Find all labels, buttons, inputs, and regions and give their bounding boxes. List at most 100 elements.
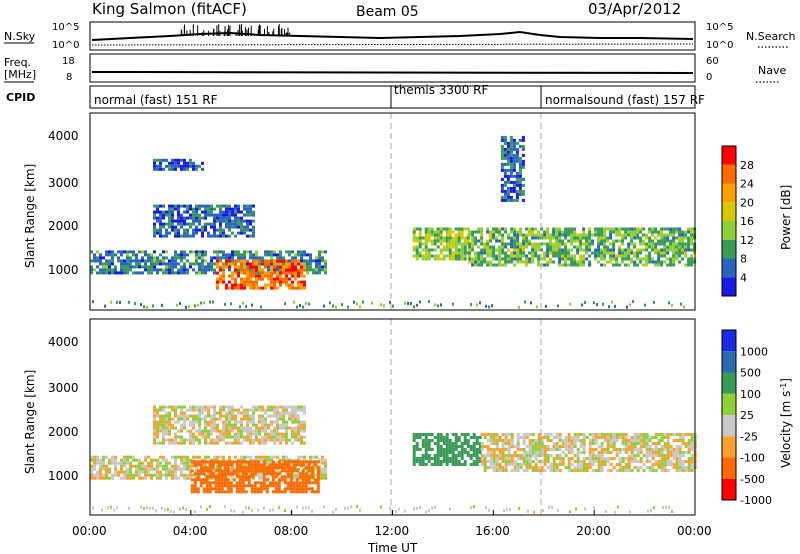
data-cell [120, 458, 123, 462]
data-cell [681, 233, 685, 237]
data-cell [165, 222, 168, 226]
data-cell [259, 484, 263, 488]
data-cell [291, 283, 294, 287]
data-cell [90, 265, 93, 269]
data-cell [519, 227, 523, 231]
data-cell [321, 259, 324, 263]
data-cell [262, 484, 266, 488]
power-colorbar-tick: 20 [740, 196, 754, 209]
data-cell [244, 472, 248, 476]
data-cell [209, 505, 211, 509]
data-cell [512, 141, 516, 145]
data-cell [213, 458, 216, 462]
data-cell [300, 438, 303, 442]
data-cell [660, 457, 664, 460]
data-cell [606, 260, 610, 264]
data-cell [518, 177, 522, 181]
data-cell [316, 484, 320, 488]
data-cell [507, 242, 511, 246]
data-cell [156, 164, 159, 168]
data-cell [602, 302, 604, 306]
data-cell [141, 461, 144, 465]
data-cell [582, 236, 586, 240]
data-cell [531, 433, 535, 436]
data-cell [525, 245, 529, 249]
data-cell [681, 230, 685, 234]
data-cell [543, 457, 547, 460]
data-cell [495, 230, 499, 234]
data-cell [219, 435, 222, 439]
data-cell [521, 177, 525, 181]
data-cell [681, 439, 685, 442]
data-cell [162, 234, 165, 238]
data-cell [234, 432, 237, 436]
data-cell [549, 463, 553, 466]
data-cell [147, 271, 150, 275]
data-cell [510, 245, 514, 249]
data-cell [284, 509, 286, 512]
data-cell [208, 487, 212, 491]
data-cell [174, 405, 177, 409]
data-cell [195, 250, 198, 254]
data-cell [162, 435, 165, 439]
data-cell [183, 164, 186, 168]
data-cell [504, 263, 508, 267]
data-cell [612, 239, 616, 243]
data-cell [681, 236, 685, 240]
power-colorbar-swatch [722, 164, 736, 184]
data-cell [105, 470, 108, 474]
data-cell [253, 481, 257, 485]
data-cell [153, 438, 156, 442]
data-cell [513, 445, 517, 448]
data-cell [132, 253, 135, 257]
data-cell [468, 230, 472, 234]
data-cell [512, 180, 516, 184]
data-cell [669, 242, 673, 246]
data-cell [294, 435, 297, 439]
data-cell [171, 441, 174, 445]
data-cell [561, 254, 565, 258]
data-cell [506, 168, 510, 172]
data-cell [111, 253, 114, 257]
data-cell [171, 228, 174, 232]
data-cell [531, 260, 535, 264]
data-cell [226, 463, 230, 467]
data-cell [126, 262, 129, 266]
data-cell [132, 476, 135, 480]
data-cell [489, 436, 493, 439]
data-cell [150, 467, 153, 471]
data-cell [672, 454, 676, 457]
data-cell [204, 435, 207, 439]
data-cell [424, 239, 428, 243]
data-cell [225, 414, 228, 418]
data-cell [669, 230, 673, 234]
data-cell [558, 436, 562, 439]
velocity-colorbar-swatch [722, 478, 736, 501]
data-cell [537, 445, 541, 448]
data-cell [454, 254, 458, 258]
data-cell [430, 463, 434, 466]
data-cell [279, 277, 282, 281]
data-cell [418, 233, 422, 237]
data-cell [222, 231, 225, 235]
data-cell [291, 420, 294, 424]
data-cell [228, 435, 231, 439]
data-cell [454, 454, 458, 457]
data-cell [498, 239, 502, 243]
data-cell [645, 439, 649, 442]
data-cell [240, 420, 243, 424]
data-cell [141, 470, 144, 474]
data-cell [292, 487, 296, 491]
data-cell [633, 460, 637, 463]
data-cell [573, 263, 577, 267]
data-cell [267, 259, 270, 263]
data-cell [412, 445, 416, 448]
data-cell [288, 414, 291, 418]
data-cell [321, 265, 324, 269]
data-cell [207, 231, 210, 235]
data-cell [486, 245, 490, 249]
data-cell [240, 441, 243, 445]
data-cell [153, 228, 156, 232]
data-cell [240, 225, 243, 229]
data-cell [255, 250, 258, 254]
